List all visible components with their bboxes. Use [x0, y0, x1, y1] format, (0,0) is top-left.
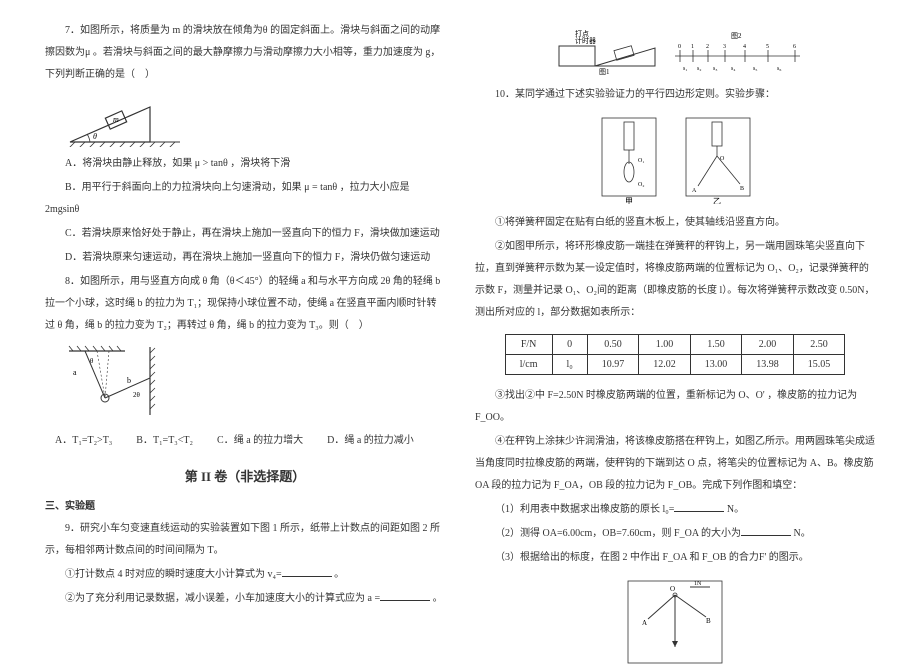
svg-text:O₂: O₂: [638, 182, 644, 188]
q9-diagram: 打点 计时器 图1 01 23 45 6 s₁s₂ s₃s₄ s₅s₆ 图2: [475, 28, 875, 76]
left-column: 7．如图所示，将质量为 m 的滑块放在倾角为θ 的固定斜面上。滑块与斜面之间的动…: [30, 20, 460, 631]
q10-sub1: （1）利用表中数据求出橡皮筋的原长 l₀= N。: [475, 499, 875, 521]
table-header: l/cm: [505, 355, 552, 375]
q7-optD: D．若滑块原来匀速运动，再在滑块上施加一竖直向下的恒力 F，滑块仍做匀速运动: [45, 247, 445, 269]
svg-text:s₂: s₂: [697, 66, 701, 72]
svg-text:4: 4: [743, 44, 746, 50]
q9-stem: 9．研究小车匀变速直线运动的实验装置如下图 1 所示，纸带上计数点的间距如图 2…: [45, 518, 445, 562]
svg-text:1N: 1N: [694, 581, 702, 587]
q8-optB: B．T₁=T₃<T₂: [136, 431, 193, 446]
q7-optB: B．用平行于斜面向上的力拉滑块向上匀速滑动，如果 μ = tanθ ，拉力大小应…: [45, 177, 445, 221]
svg-text:s₆: s₆: [777, 66, 781, 72]
svg-text:s₅: s₅: [753, 66, 757, 72]
svg-text:θ: θ: [93, 132, 97, 141]
q10-step1: ①将弹簧秤固定在贴有白纸的竖直木板上，使其轴线沿竖直方向。: [475, 212, 875, 234]
q10-step2: ②如图甲所示，将环形橡皮筋一端挂在弹簧秤的秤钩上，另一端用圆珠笔尖竖直向下拉，直…: [475, 236, 875, 324]
q9-sub2: ②为了充分利用记录数据，减小误差，小车加速度大小的计算式应为 a = 。: [45, 588, 445, 610]
table-row: F/N 0 0.50 1.00 1.50 2.00 2.50: [505, 335, 845, 355]
q7-optA: A．将滑块由静止释放，如果 μ > tanθ ，滑块将下滑: [45, 153, 445, 175]
vol2-title: 第 II 卷（非选择题）: [45, 466, 445, 485]
blank: [282, 567, 332, 577]
sec3-title: 三、实验题: [45, 497, 445, 512]
svg-text:0: 0: [678, 44, 681, 50]
q10-sub3: （3）根据给出的标度，在图 2 中作出 F_OA 和 F_OB 的合力F' 的图…: [475, 547, 875, 569]
svg-text:b: b: [127, 376, 131, 385]
svg-text:O₁: O₁: [638, 158, 644, 164]
svg-text:m: m: [113, 115, 119, 124]
q10-diagram-force: O A B 1N: [475, 577, 875, 667]
q8-optD: D．绳 a 的拉力减小: [327, 431, 414, 446]
svg-text:A: A: [642, 619, 647, 627]
svg-text:6: 6: [793, 44, 796, 50]
svg-text:s₁: s₁: [683, 66, 687, 72]
blank: [674, 502, 724, 512]
q10-step3: ③找出②中 F=2.50N 时橡皮筋两端的位置，重新标记为 O、O' ，橡皮筋的…: [475, 385, 875, 429]
q7-stem: 7．如图所示，将质量为 m 的滑块放在倾角为θ 的固定斜面上。滑块与斜面之间的动…: [45, 20, 445, 86]
svg-text:3: 3: [723, 44, 726, 50]
q10-table: F/N 0 0.50 1.00 1.50 2.00 2.50 l/cm l₀ 1…: [505, 334, 846, 375]
svg-text:计时器: 计时器: [575, 36, 596, 45]
q10-step4: ④在秤钩上涂抹少许润滑油，将该橡皮筋搭在秤钩上，如图乙所示。用两圆珠笔尖成适当角…: [475, 431, 875, 497]
q10-stem: 10．某同学通过下述实验验证力的平行四边形定则。实验步骤：: [475, 84, 875, 106]
svg-text:1: 1: [691, 44, 694, 50]
q8-optA: A．T₁=T₂>T₃: [55, 431, 112, 446]
q7-optC: C．若滑块原来恰好处于静止，再在滑块上施加一竖直向下的恒力 F，滑块做加速运动: [45, 223, 445, 245]
svg-text:2θ: 2θ: [133, 391, 141, 399]
svg-text:5: 5: [766, 44, 769, 50]
svg-text:乙: 乙: [713, 197, 721, 204]
q9-sub1: ①打计数点 4 时对应的瞬时速度大小计算式为 v₄= 。: [45, 564, 445, 586]
svg-text:甲: 甲: [625, 197, 633, 204]
blank: [380, 591, 430, 601]
q10-diagram-ab: O₁ O₂ 甲 A B O 乙: [475, 114, 875, 204]
q8-optC: C．绳 a 的拉力增大: [217, 431, 303, 446]
svg-text:a: a: [73, 368, 77, 377]
right-column: 打点 计时器 图1 01 23 45 6 s₁s₂ s₃s₄ s₅s₆ 图2 1…: [460, 20, 890, 631]
q7-diagram: m θ: [65, 92, 445, 147]
svg-text:s₄: s₄: [731, 66, 735, 72]
svg-text:A: A: [692, 188, 697, 194]
svg-text:θ: θ: [90, 357, 94, 365]
q8-diagram: a b θ 2θ: [65, 343, 445, 423]
svg-text:B: B: [740, 186, 744, 192]
q7-stem-c: 。若滑块与斜面之间的最大静摩擦力与滑动摩擦力大小相等，重力加速度为 g，下列判断…: [45, 47, 440, 80]
svg-text:图1: 图1: [599, 68, 610, 76]
q8-stem: 8．如图所示，用与竖直方向成 θ 角（θ＜45°）的轻绳 a 和与水平方向成 2…: [45, 271, 445, 337]
svg-text:B: B: [706, 617, 711, 625]
svg-text:O: O: [670, 585, 675, 593]
q7-stem-a: 7．如图所示，将质量为 m 的滑块放在倾角为: [65, 25, 263, 36]
svg-text:O: O: [720, 156, 725, 162]
svg-text:2: 2: [706, 44, 709, 50]
blank: [741, 526, 791, 536]
q8-options: A．T₁=T₂>T₃ B．T₁=T₃<T₂ C．绳 a 的拉力增大 D．绳 a …: [55, 431, 445, 446]
table-row: l/cm l₀ 10.97 12.02 13.00 13.98 15.05: [505, 355, 845, 375]
table-header: F/N: [505, 335, 552, 355]
q10-sub2: （2）测得 OA=6.00cm，OB=7.60cm，则 F_OA 的大小为 N。: [475, 523, 875, 545]
svg-text:s₃: s₃: [713, 66, 717, 72]
svg-text:图2: 图2: [731, 32, 742, 40]
